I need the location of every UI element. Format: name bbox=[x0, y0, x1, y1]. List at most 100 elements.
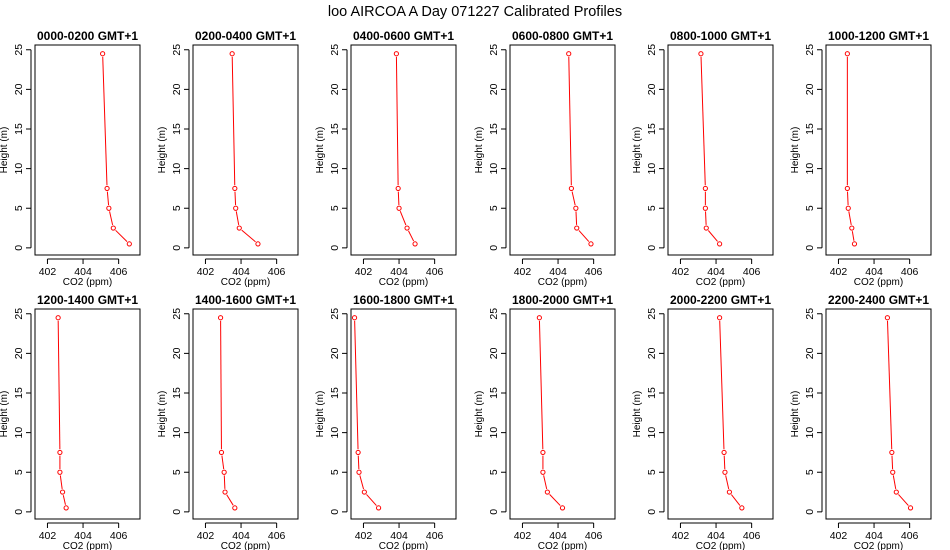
y-tick-label: 10 bbox=[171, 427, 183, 439]
panel-title: 0800-1000 GMT+1 bbox=[670, 29, 771, 43]
panel-title: 1600-1800 GMT+1 bbox=[353, 293, 454, 307]
plot-frame bbox=[667, 44, 774, 256]
x-tick-label: 402 bbox=[672, 266, 690, 278]
plot-frame bbox=[825, 308, 932, 520]
data-point bbox=[588, 241, 594, 247]
x-tick-label: 402 bbox=[830, 530, 848, 542]
x-tick-label: 402 bbox=[197, 530, 215, 542]
panel-title: 2200-2400 GMT+1 bbox=[828, 293, 929, 307]
x-tick-label: 406 bbox=[585, 266, 603, 278]
y-axis-label: Height (m) bbox=[474, 127, 485, 174]
data-point bbox=[395, 185, 401, 192]
data-point bbox=[573, 205, 579, 211]
data-point bbox=[218, 449, 225, 456]
y-tick-label: 20 bbox=[171, 83, 183, 95]
y-tick-label: 25 bbox=[488, 308, 500, 320]
x-tick-label: 406 bbox=[110, 530, 128, 542]
data-point bbox=[100, 51, 106, 57]
x-tick-label: 402 bbox=[514, 266, 532, 278]
y-tick-label: 0 bbox=[804, 509, 816, 515]
y-tick-label: 20 bbox=[171, 347, 183, 359]
x-axis-label: CO2 (ppm) bbox=[221, 541, 270, 550]
x-tick-label: 406 bbox=[743, 530, 761, 542]
data-point bbox=[544, 489, 550, 495]
x-tick-label: 406 bbox=[901, 266, 919, 278]
x-tick-label: 404 bbox=[232, 266, 250, 278]
y-tick-label: 0 bbox=[646, 245, 658, 251]
x-axis-label: CO2 (ppm) bbox=[379, 277, 428, 288]
series-line-segment bbox=[62, 495, 66, 505]
series-line-segment bbox=[700, 56, 706, 186]
data-point bbox=[229, 51, 235, 57]
series-line-segment bbox=[848, 211, 852, 225]
data-point bbox=[739, 505, 745, 511]
series-line-segment bbox=[220, 320, 222, 450]
x-tick-label: 406 bbox=[426, 266, 444, 278]
data-point bbox=[844, 185, 850, 192]
x-axis-label: CO2 (ppm) bbox=[63, 277, 112, 288]
y-tick-label: 15 bbox=[329, 387, 341, 399]
series-line-segment bbox=[221, 455, 225, 470]
x-axis-label: CO2 (ppm) bbox=[379, 541, 428, 550]
series-line-segment bbox=[366, 494, 377, 506]
data-point bbox=[351, 315, 358, 321]
x-axis-label: CO2 (ppm) bbox=[696, 277, 745, 288]
series-line-segment bbox=[730, 494, 741, 506]
y-axis-label: Height (m) bbox=[790, 127, 801, 174]
series-line-segment bbox=[892, 475, 897, 489]
data-point bbox=[845, 205, 851, 211]
x-tick-label: 404 bbox=[390, 266, 408, 278]
y-tick-label: 0 bbox=[329, 509, 341, 515]
series-line-segment bbox=[887, 320, 893, 450]
y-tick-label: 25 bbox=[804, 308, 816, 320]
series-line-segment bbox=[109, 211, 114, 226]
y-tick-label: 0 bbox=[488, 245, 500, 251]
x-tick-label: 402 bbox=[355, 530, 373, 542]
data-point bbox=[236, 225, 242, 231]
y-tick-label: 20 bbox=[488, 347, 500, 359]
data-point bbox=[907, 505, 914, 511]
series-line-segment bbox=[235, 211, 240, 225]
data-point bbox=[217, 315, 224, 321]
plot-frame bbox=[509, 44, 616, 256]
x-axis-label: CO2 (ppm) bbox=[696, 541, 745, 550]
y-tick-label: 0 bbox=[804, 245, 816, 251]
data-point bbox=[59, 489, 66, 495]
y-tick-label: 5 bbox=[488, 469, 500, 475]
series-line-segment bbox=[226, 494, 234, 506]
series-line-segment bbox=[723, 455, 726, 470]
y-axis-label: Height (m) bbox=[632, 127, 643, 174]
series-line-segment bbox=[719, 320, 725, 450]
plot-frame bbox=[192, 44, 299, 256]
y-tick-label: 0 bbox=[488, 509, 500, 515]
data-point bbox=[412, 241, 418, 247]
series-line-segment bbox=[578, 230, 590, 242]
data-point bbox=[55, 315, 61, 321]
data-point bbox=[57, 469, 63, 475]
data-point bbox=[540, 469, 546, 475]
series-line-segment bbox=[575, 211, 578, 225]
data-point bbox=[396, 205, 402, 211]
y-axis-label: Height (m) bbox=[474, 391, 485, 438]
data-point bbox=[222, 489, 228, 495]
y-axis-label: Height (m) bbox=[157, 127, 168, 174]
y-tick-label: 20 bbox=[804, 347, 816, 359]
panel-title: 1800-2000 GMT+1 bbox=[512, 293, 613, 307]
panel-title: 0400-0600 GMT+1 bbox=[353, 29, 454, 43]
plot-frame bbox=[192, 308, 299, 520]
series-line-segment bbox=[543, 475, 548, 490]
y-axis-label: Height (m) bbox=[315, 391, 326, 438]
x-tick-label: 402 bbox=[355, 266, 373, 278]
plot-frame bbox=[667, 308, 774, 520]
data-point bbox=[106, 205, 112, 211]
y-tick-label: 5 bbox=[646, 205, 658, 211]
y-axis-label: Height (m) bbox=[157, 391, 168, 438]
data-point bbox=[355, 449, 361, 456]
y-tick-label: 5 bbox=[488, 205, 500, 211]
y-tick-label: 10 bbox=[804, 163, 816, 175]
series-line-segment bbox=[395, 56, 399, 186]
